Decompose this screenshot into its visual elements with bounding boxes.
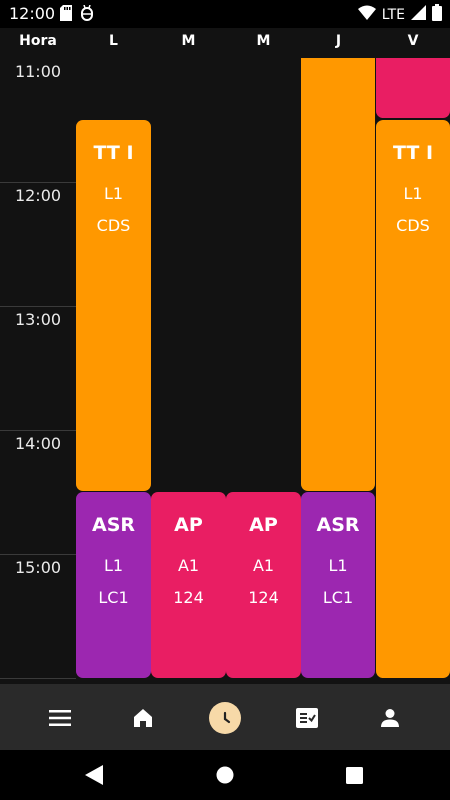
menu-icon[interactable] <box>42 700 78 736</box>
hour-divider <box>0 182 76 183</box>
system-navigation-bar <box>0 750 450 800</box>
tasks-icon[interactable] <box>289 700 325 736</box>
class-group: A1 <box>177 556 200 575</box>
class-group: L1 <box>328 556 348 575</box>
class-subject: TT I <box>93 142 134 164</box>
class-block-tuesday-ap[interactable]: AP A1 124 <box>151 492 226 678</box>
status-right-icons: LTE <box>357 4 442 25</box>
network-type-label: LTE <box>381 6 405 23</box>
hour-divider <box>0 306 76 307</box>
hour-divider <box>0 554 76 555</box>
profile-icon[interactable] <box>372 700 408 736</box>
hour-label: 11:00 <box>14 62 62 81</box>
class-room: LC1 <box>98 588 129 607</box>
sd-card-icon <box>60 5 72 25</box>
class-room: 124 <box>248 588 279 607</box>
class-group: L1 <box>403 184 423 203</box>
class-subject: TT I <box>392 142 434 164</box>
hour-column-header: Hora <box>19 33 57 49</box>
class-block-monday-asr[interactable]: ASR L1 LC1 <box>76 492 151 678</box>
debug-icon <box>80 4 94 25</box>
status-bar: 12:00 LTE <box>0 0 450 28</box>
day-header-monday: L <box>109 33 118 49</box>
class-group: L1 <box>103 556 124 575</box>
signal-icon <box>411 5 426 24</box>
clock-icon[interactable] <box>209 702 241 734</box>
class-room: CDS <box>396 216 430 235</box>
day-header: Hora L M M J V <box>0 28 450 58</box>
class-subject: AP <box>249 514 278 536</box>
day-header-wednesday: M <box>256 33 271 49</box>
back-icon[interactable] <box>81 762 107 788</box>
class-block-thursday-morning[interactable] <box>301 58 375 491</box>
class-block-monday-tt[interactable]: TT I L1 CDS <box>76 120 151 491</box>
class-block-thursday-asr[interactable]: ASR L1 LC1 <box>301 492 375 678</box>
class-subject: ASR <box>91 514 136 536</box>
bottom-navigation <box>0 684 450 750</box>
status-time: 12:00 <box>9 4 56 23</box>
class-room: LC1 <box>322 588 354 607</box>
class-group: A1 <box>252 556 275 575</box>
hour-label: 14:00 <box>14 434 62 453</box>
recents-icon[interactable] <box>341 762 367 788</box>
class-block-friday-morning[interactable] <box>376 58 450 118</box>
class-group: L1 <box>103 184 124 203</box>
home-icon[interactable] <box>125 700 161 736</box>
class-room: 124 <box>173 588 204 607</box>
class-block-wednesday-ap[interactable]: AP A1 124 <box>226 492 301 678</box>
class-room: CDS <box>96 216 131 235</box>
class-subject: ASR <box>316 514 360 536</box>
day-header-friday: V <box>407 33 419 49</box>
day-header-tuesday: M <box>181 33 196 49</box>
class-block-friday-tt[interactable]: TT I L1 CDS <box>376 120 450 678</box>
hour-label: 13:00 <box>14 310 62 329</box>
hour-divider <box>0 678 76 679</box>
wifi-icon <box>357 5 376 25</box>
hour-label: 15:00 <box>14 558 62 577</box>
battery-icon <box>432 4 442 25</box>
home-button-icon[interactable] <box>212 762 238 788</box>
status-notification-icons <box>60 4 94 25</box>
class-subject: AP <box>174 514 203 536</box>
day-header-thursday: J <box>335 33 342 49</box>
hour-label: 12:00 <box>14 186 62 205</box>
timetable-grid[interactable]: 11:00 12:00 13:00 14:00 15:00 TT I L1 CD… <box>0 58 450 684</box>
hour-divider <box>0 430 76 431</box>
